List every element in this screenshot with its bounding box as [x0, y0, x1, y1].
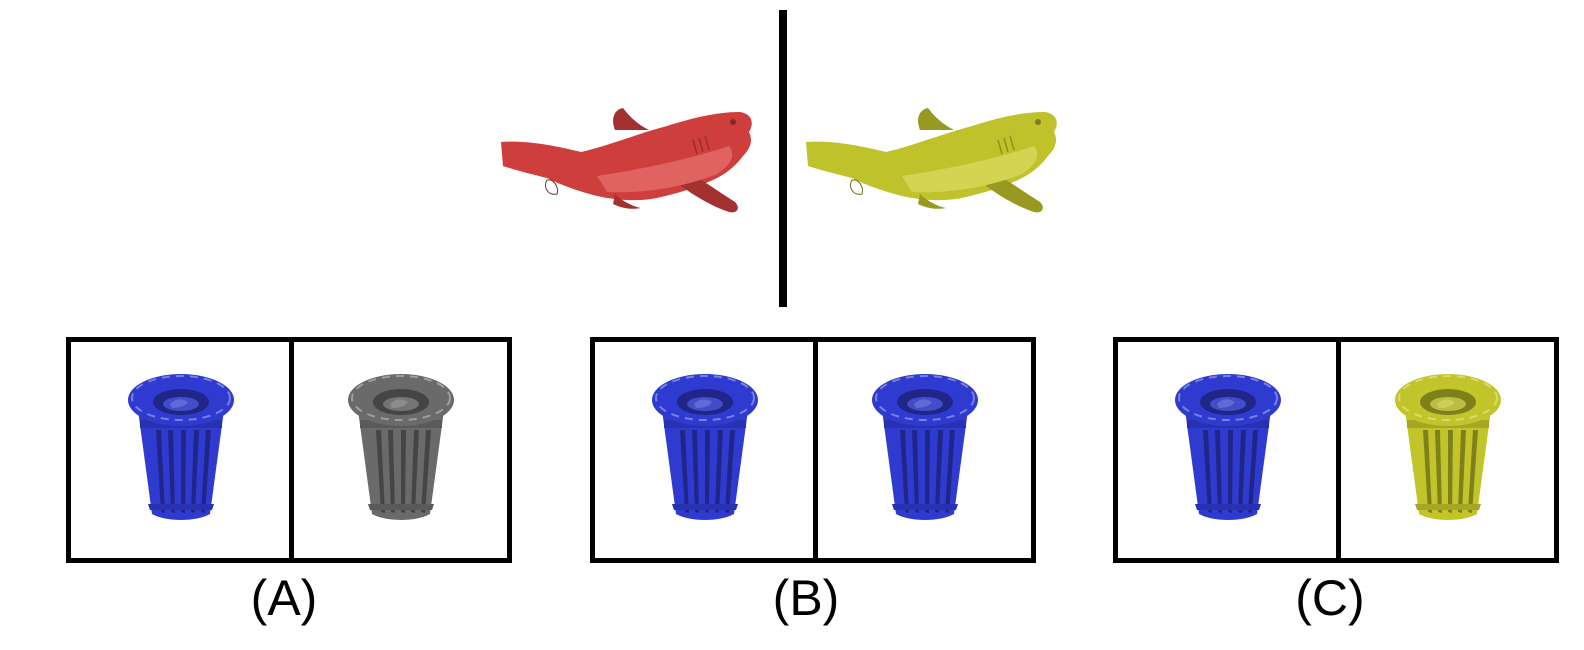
- shark-icon: [806, 108, 1057, 213]
- trash-can-icon: [652, 374, 758, 520]
- divider-line: [779, 10, 787, 307]
- option-b-box[interactable]: [590, 337, 1036, 563]
- option-divider: [1336, 342, 1341, 558]
- option-divider: [813, 342, 818, 558]
- trash-can-icon: [128, 374, 234, 520]
- trash-can-icon: [1175, 374, 1281, 520]
- option-b-label: (B): [772, 570, 840, 626]
- option-a-box[interactable]: [66, 337, 512, 563]
- option-c-label: (C): [1295, 570, 1365, 626]
- shark-icon: [501, 108, 752, 213]
- trash-can-icon: [348, 374, 454, 520]
- trash-can-icon: [1395, 374, 1501, 520]
- option-divider: [289, 342, 294, 558]
- option-a-label: (A): [250, 570, 318, 626]
- option-c-box[interactable]: [1113, 337, 1559, 563]
- trash-can-icon: [872, 374, 978, 520]
